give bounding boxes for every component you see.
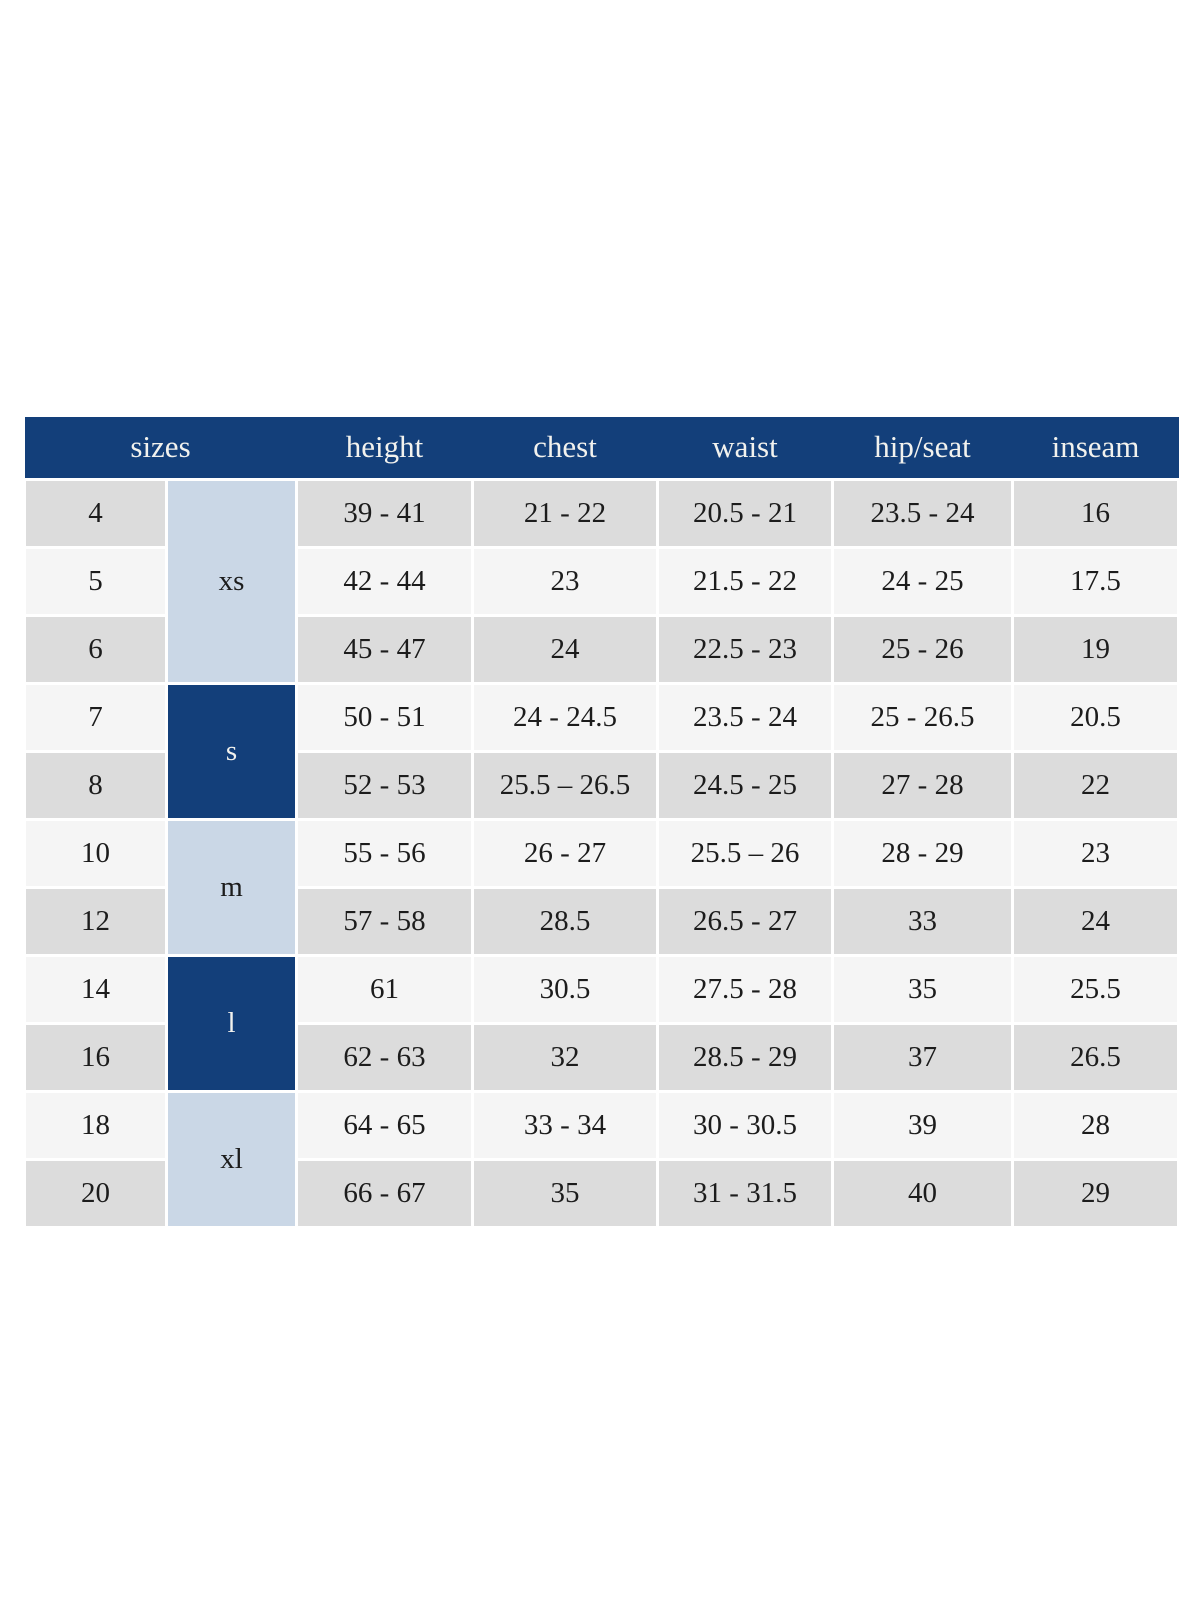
cell-chest: 32	[471, 1021, 660, 1093]
cell-hip-seat: 24 - 25	[831, 545, 1015, 617]
header-hip-seat: hip/seat	[832, 417, 1013, 479]
cell-height: 61	[295, 953, 475, 1025]
cell-hip-seat: 25 - 26	[831, 613, 1015, 685]
cell-hip-seat: 37	[831, 1021, 1015, 1093]
cell-chest: 24	[471, 613, 660, 685]
cell-size: 6	[23, 613, 168, 685]
cell-chest: 26 - 27	[471, 817, 660, 889]
cell-waist: 26.5 - 27	[656, 885, 835, 957]
cell-height: 64 - 65	[295, 1089, 475, 1161]
cell-inseam: 22	[1011, 749, 1181, 821]
table-row-size-5: 5 42 - 44 23 21.5 - 22 24 - 25 17.5	[23, 545, 1181, 617]
cell-waist: 23.5 - 24	[656, 681, 835, 753]
table-row-size-14: 14 l 61 30.5 27.5 - 28 35 25.5	[23, 953, 1181, 1093]
cell-size: 7	[23, 681, 168, 753]
cell-size: 14	[23, 953, 168, 1025]
size-group-m: m	[164, 817, 299, 957]
cell-chest: 28.5	[471, 885, 660, 957]
cell-inseam: 24	[1011, 885, 1181, 957]
cell-inseam: 20.5	[1011, 681, 1181, 753]
cell-chest: 35	[471, 1157, 660, 1229]
table-row-size-6: 6 45 - 47 24 22.5 - 23 25 - 26 19	[23, 613, 1181, 685]
cell-inseam: 19	[1011, 613, 1181, 685]
cell-hip-seat: 39	[831, 1089, 1015, 1161]
cell-hip-seat: 40	[831, 1157, 1015, 1229]
cell-size: 5	[23, 545, 168, 617]
table-row-size-16: 16 62 - 63 32 28.5 - 29 37 26.5	[23, 1021, 1181, 1093]
header-sizes: sizes	[24, 417, 297, 479]
table-row-size-20: 20 66 - 67 35 31 - 31.5 40 29	[23, 1157, 1181, 1229]
cell-height: 52 - 53	[295, 749, 475, 821]
cell-height: 57 - 58	[295, 885, 475, 957]
cell-height: 42 - 44	[295, 545, 475, 617]
cell-size: 20	[23, 1157, 168, 1229]
cell-hip-seat: 23.5 - 24	[831, 477, 1015, 549]
cell-waist: 20.5 - 21	[656, 477, 835, 549]
cell-inseam: 25.5	[1011, 953, 1181, 1025]
table-row-size-10: 10 m 55 - 56 26 - 27 25.5 – 26 28 - 29 2…	[23, 817, 1181, 957]
cell-inseam: 23	[1011, 817, 1181, 889]
cell-chest: 21 - 22	[471, 477, 660, 549]
size-group-l: l	[164, 953, 299, 1093]
cell-waist: 30 - 30.5	[656, 1089, 835, 1161]
cell-hip-seat: 35	[831, 953, 1015, 1025]
cell-inseam: 29	[1011, 1157, 1181, 1229]
cell-hip-seat: 25 - 26.5	[831, 681, 1015, 753]
table-row-size-18: 18 xl 64 - 65 33 - 34 30 - 30.5 39 28	[23, 1089, 1181, 1229]
cell-waist: 31 - 31.5	[656, 1157, 835, 1229]
cell-chest: 24 - 24.5	[471, 681, 660, 753]
cell-chest: 23	[471, 545, 660, 617]
cell-waist: 27.5 - 28	[656, 953, 835, 1025]
cell-height: 66 - 67	[295, 1157, 475, 1229]
header-inseam: inseam	[1012, 417, 1179, 479]
cell-size: 12	[23, 885, 168, 957]
cell-chest: 33 - 34	[471, 1089, 660, 1161]
cell-waist: 21.5 - 22	[656, 545, 835, 617]
cell-chest: 25.5 – 26.5	[471, 749, 660, 821]
table-row-size-7: 7 s 50 - 51 24 - 24.5 23.5 - 24 25 - 26.…	[23, 681, 1181, 821]
table-row-size-4: 4 xs 39 - 41 21 - 22 20.5 - 21 23.5 - 24…	[23, 477, 1181, 685]
cell-inseam: 28	[1011, 1089, 1181, 1161]
table-row-size-12: 12 57 - 58 28.5 26.5 - 27 33 24	[23, 885, 1181, 957]
cell-size: 8	[23, 749, 168, 821]
cell-chest: 30.5	[471, 953, 660, 1025]
cell-waist: 28.5 - 29	[656, 1021, 835, 1093]
cell-inseam: 16	[1011, 477, 1181, 549]
size-chart-table: sizes height chest waist hip/seat inseam…	[23, 417, 1181, 1229]
cell-size: 10	[23, 817, 168, 889]
cell-waist: 25.5 – 26	[656, 817, 835, 889]
size-group-xs: xs	[164, 477, 299, 685]
header-height: height	[296, 417, 473, 479]
cell-waist: 24.5 - 25	[656, 749, 835, 821]
cell-size: 18	[23, 1089, 168, 1161]
cell-hip-seat: 28 - 29	[831, 817, 1015, 889]
cell-hip-seat: 33	[831, 885, 1015, 957]
size-group-s: s	[164, 681, 299, 821]
cell-height: 62 - 63	[295, 1021, 475, 1093]
table-row-size-8: 8 52 - 53 25.5 – 26.5 24.5 - 25 27 - 28 …	[23, 749, 1181, 821]
cell-height: 55 - 56	[295, 817, 475, 889]
header-waist: waist	[657, 417, 833, 479]
cell-size: 4	[23, 477, 168, 549]
cell-inseam: 26.5	[1011, 1021, 1181, 1093]
cell-hip-seat: 27 - 28	[831, 749, 1015, 821]
cell-height: 50 - 51	[295, 681, 475, 753]
cell-inseam: 17.5	[1011, 545, 1181, 617]
size-group-xl: xl	[164, 1089, 299, 1229]
cell-height: 45 - 47	[295, 613, 475, 685]
header-row: sizes height chest waist hip/seat inseam	[24, 417, 1179, 479]
cell-size: 16	[23, 1021, 168, 1093]
cell-waist: 22.5 - 23	[656, 613, 835, 685]
header-chest: chest	[472, 417, 658, 479]
cell-height: 39 - 41	[295, 477, 475, 549]
